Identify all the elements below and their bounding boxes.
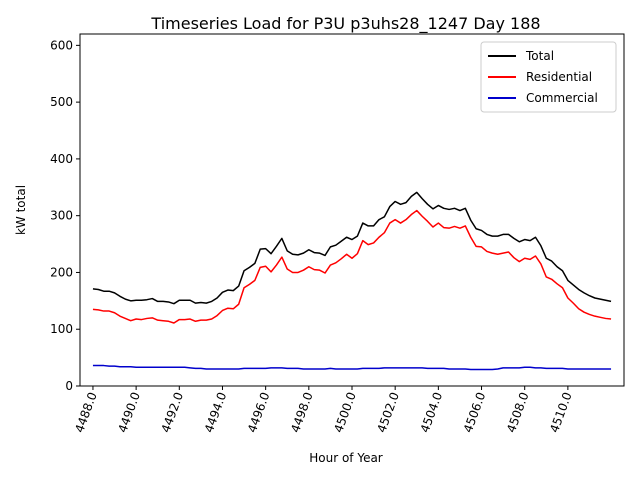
y-tick-label: 400 (50, 152, 73, 166)
x-tick-label: 4494.0 (202, 390, 230, 434)
y-tick-label: 200 (50, 265, 73, 279)
chart-title: Timeseries Load for P3U p3uhs28_1247 Day… (150, 14, 540, 34)
x-tick-label: 4490.0 (115, 390, 143, 434)
series-line-total (92, 191, 612, 305)
series-layer (92, 191, 612, 371)
x-tick-label: 4498.0 (288, 390, 316, 434)
x-tick-label: 4488.0 (72, 390, 100, 434)
x-tick-label: 4504.0 (418, 390, 446, 434)
x-tick-label: 4492.0 (159, 390, 187, 434)
series-line-residential (92, 209, 612, 324)
legend: Total Residential Commercial (480, 41, 617, 113)
x-tick-label: 4502.0 (374, 390, 402, 434)
x-tick-label: 4506.0 (461, 390, 489, 434)
x-tick-label: 4500.0 (331, 390, 359, 434)
x-axis: 4488.0 4490.0 4492.0 4494.0 4496.0 4498.0 4500… (72, 386, 575, 434)
legend-label-commercial: Commercial (526, 91, 598, 105)
y-tick-label: 0 (65, 379, 73, 393)
x-tick-label: 4496.0 (245, 390, 273, 434)
legend-label-residential: Residential (526, 70, 592, 84)
y-tick-label: 600 (50, 38, 73, 52)
y-axis-label: kW total (14, 185, 28, 235)
x-tick-label: 4510.0 (547, 390, 575, 434)
y-axis: 0 100 200 300 400 500 600 (50, 38, 80, 393)
legend-box (480, 41, 617, 113)
x-axis-label: Hour of Year (309, 451, 383, 465)
legend-label-total: Total (525, 49, 554, 63)
x-tick-label: 4508.0 (504, 390, 532, 434)
series-line-commercial (92, 364, 612, 371)
y-tick-label: 100 (50, 322, 73, 336)
y-tick-label: 500 (50, 95, 73, 109)
y-tick-label: 300 (50, 209, 73, 223)
